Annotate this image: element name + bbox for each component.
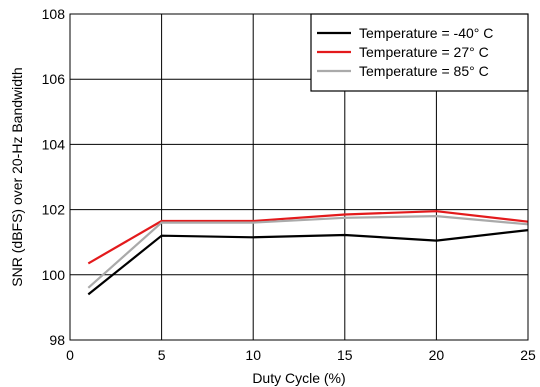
plot-frame [69,13,529,341]
y-axis-label: SNR (dBFS) over 20-Hz Bandwidth [9,67,25,286]
x-tick-label: 20 [429,347,445,363]
x-tick-label: 0 [66,347,74,363]
series-layer [87,210,529,296]
legend-entry-2: Temperature = 85° C [359,63,489,79]
tick-labels: 0 5 10 15 20 25 98 100 102 104 106 108 [42,6,536,363]
y-tick-label: 106 [42,71,66,87]
x-tick-label: 10 [245,347,261,363]
y-tick-label: 108 [42,6,66,22]
y-tick-label: 98 [49,332,65,348]
x-axis-label: Duty Cycle (%) [252,370,345,386]
y-tick-label: 100 [42,267,66,283]
legend-entry-0: Temperature = -40° C [359,25,493,41]
x-tick-label: 25 [520,347,536,363]
x-tick-label: 15 [337,347,353,363]
series-line-0 [87,229,529,296]
y-tick-label: 104 [42,136,66,152]
legend: Temperature = -40° C Temperature = 27° C T… [310,13,529,92]
series-line-1 [87,210,529,265]
y-tick-label: 102 [42,202,66,218]
x-tick-label: 5 [158,347,166,363]
series-line-2 [87,215,529,289]
legend-entry-1: Temperature = 27° C [359,44,489,60]
